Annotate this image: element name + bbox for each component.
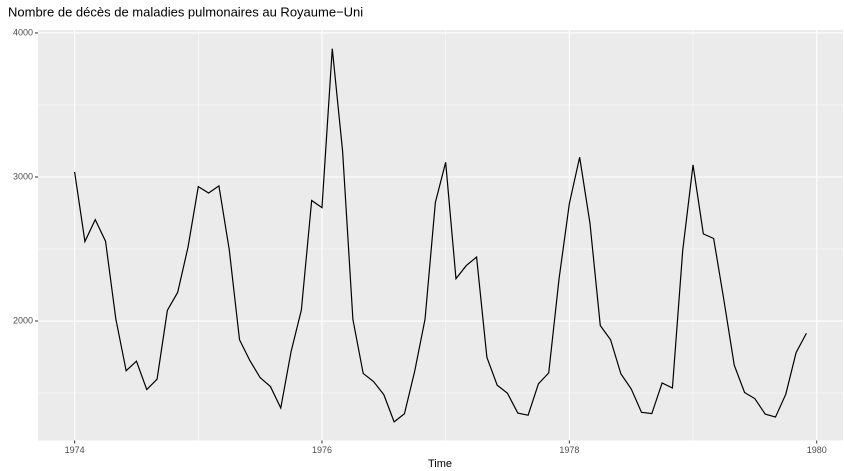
y-tick-label: 2000	[13, 315, 33, 325]
y-tick-label: 3000	[13, 171, 33, 181]
y-tick-label: 4000	[13, 27, 33, 37]
plot-panel	[38, 30, 843, 441]
x-axis-label: Time	[428, 458, 452, 470]
line	[74, 48, 807, 423]
x-tick-label: 1974	[65, 445, 85, 455]
chart-title: Nombre de décès de maladies pulmonaires …	[8, 4, 363, 19]
x-tick-label: 1978	[559, 445, 579, 455]
x-tick-label: 1980	[807, 445, 827, 455]
x-tick-label: 1976	[312, 445, 332, 455]
